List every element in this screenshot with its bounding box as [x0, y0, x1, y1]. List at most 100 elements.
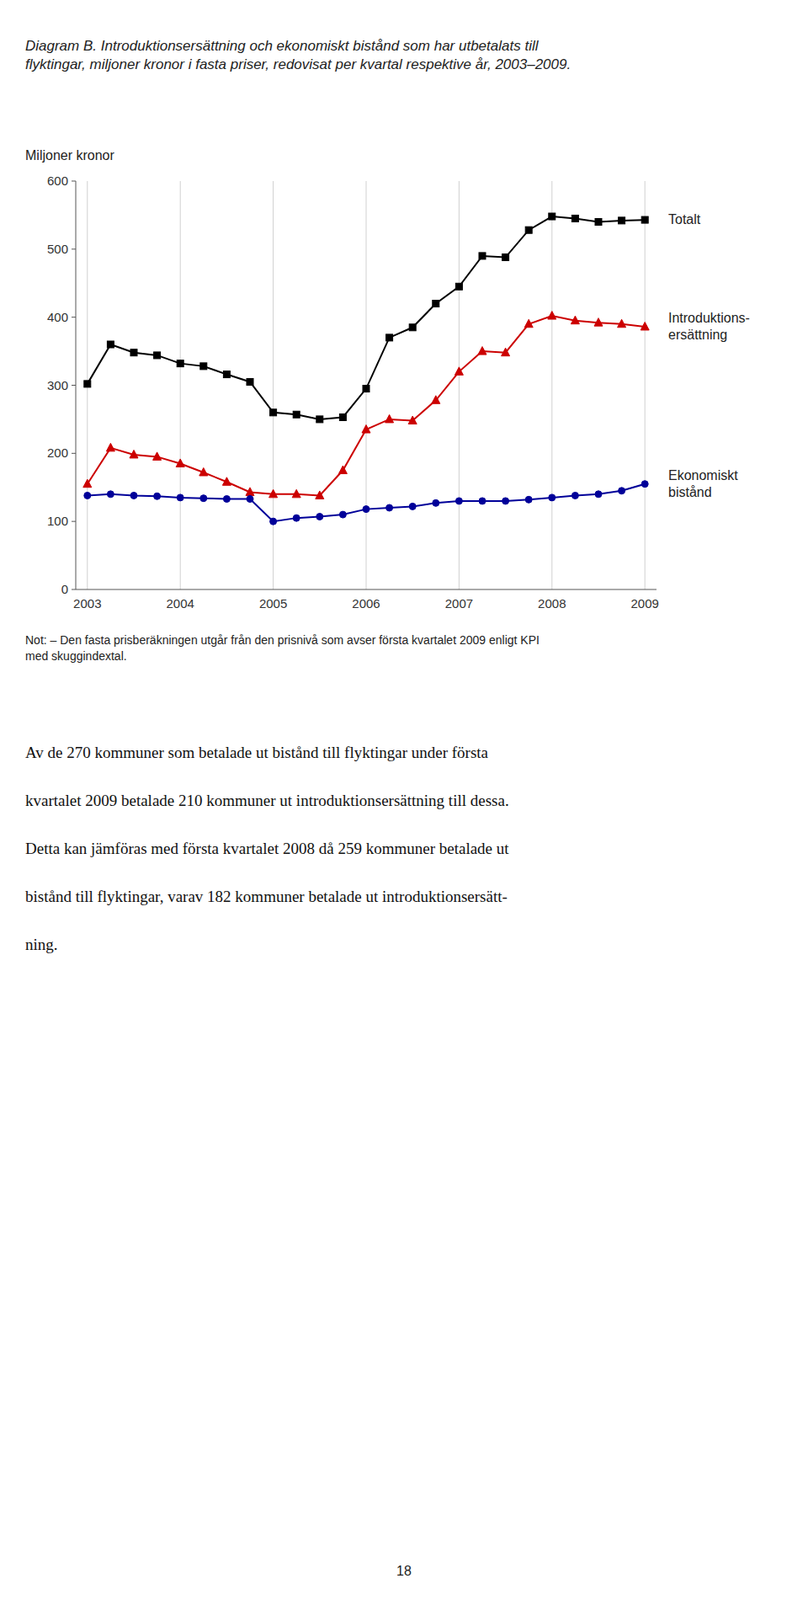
y-axis-line — [75, 180, 77, 590]
title: Diagram B. Introduktionsersättning och e… — [25, 37, 571, 73]
x-tick-label: 2004 — [166, 595, 195, 611]
x-tick-label: 2008 — [537, 595, 566, 611]
series-line — [87, 315, 645, 495]
point-marker — [106, 340, 114, 348]
grid-line-x — [272, 180, 274, 590]
point-marker — [106, 490, 114, 498]
point-marker — [525, 495, 532, 503]
y-tick-label: 300 — [47, 377, 69, 393]
text-line: ersättning — [668, 327, 728, 342]
point-marker — [455, 497, 463, 505]
x-tick-label: 2005 — [259, 595, 288, 611]
point-marker — [270, 409, 277, 416]
text-line: Not: – Den fasta prisberäkningen utgår f… — [25, 632, 540, 647]
page-number: 18 — [396, 1562, 412, 1578]
body-text: kvartalet 2009 betalade 210 kommuner ut … — [25, 791, 510, 809]
point-marker — [223, 494, 230, 502]
text-line: Ekonomiskt — [668, 467, 739, 483]
series-label: Totalt — [668, 212, 702, 227]
point-marker — [431, 395, 441, 404]
point-marker — [547, 311, 557, 320]
y-tick-label: 600 — [47, 173, 69, 188]
point-marker — [478, 497, 486, 505]
x-tick-label: 2007 — [445, 595, 474, 611]
point-marker — [595, 490, 602, 498]
point-marker — [386, 334, 394, 341]
series-label: Ekonomisktbistånd — [668, 467, 739, 500]
point-marker — [130, 349, 138, 357]
y-tick — [71, 384, 76, 386]
body-text: bistånd till flyktingar, varav 182 kommu… — [25, 887, 508, 905]
point-marker — [292, 410, 300, 418]
text-line: Introduktions- — [668, 310, 750, 325]
point-marker — [222, 477, 231, 486]
point-marker — [362, 385, 370, 393]
point-marker — [361, 425, 371, 434]
grid-line-x — [458, 180, 460, 590]
point-marker — [432, 300, 440, 308]
point-marker — [338, 465, 347, 474]
x-tick-label: 2006 — [351, 595, 380, 611]
point-marker — [269, 489, 278, 498]
point-marker — [200, 362, 208, 370]
point-marker — [129, 449, 139, 458]
point-marker — [454, 366, 463, 376]
point-marker — [478, 252, 486, 260]
plot-marks — [83, 212, 649, 525]
point-marker — [176, 360, 184, 367]
point-marker — [501, 347, 511, 357]
point-marker — [270, 517, 277, 525]
point-marker — [153, 451, 162, 461]
text-line: Miljoner kronor — [25, 148, 115, 163]
point-marker — [432, 499, 440, 506]
point-marker — [84, 380, 91, 388]
point-marker — [339, 413, 346, 420]
point-marker — [200, 494, 208, 502]
point-marker — [175, 458, 185, 468]
point-marker — [245, 487, 255, 496]
point-marker — [292, 514, 300, 521]
point-marker — [316, 415, 324, 423]
point-marker — [478, 346, 487, 356]
point-marker — [617, 318, 627, 328]
point-marker — [246, 494, 254, 502]
point-marker — [594, 318, 603, 327]
y-tick — [71, 452, 76, 454]
y-tick — [71, 520, 76, 522]
series-line — [87, 483, 645, 521]
y-tick — [71, 316, 76, 318]
point-marker — [641, 480, 649, 488]
point-marker — [595, 218, 602, 226]
point-marker — [385, 414, 394, 423]
point-marker — [570, 315, 580, 325]
body-text: Av de 270 kommuner som betalade ut bistå… — [25, 743, 490, 761]
point-marker — [408, 415, 417, 425]
y-tick-label: 100 — [47, 513, 69, 528]
point-marker — [618, 487, 626, 495]
point-marker — [455, 282, 463, 290]
text-line: Diagram B. Introduktionsersättning och e… — [25, 37, 540, 54]
point-marker — [409, 324, 416, 331]
grid-line-x — [551, 180, 553, 590]
y-tick — [71, 589, 76, 591]
x-tick-label: 2003 — [73, 595, 101, 611]
point-marker — [571, 214, 579, 222]
point-marker — [130, 491, 138, 499]
point-marker — [362, 505, 370, 513]
point-marker — [316, 513, 324, 521]
text-line: bistånd — [668, 484, 713, 500]
point-marker — [83, 478, 92, 488]
y-tick-label: 400 — [47, 309, 69, 325]
background — [0, 0, 808, 1600]
x-tick-label: 2009 — [631, 595, 660, 611]
axes: 2003200420052006200720082009010020030040… — [47, 173, 660, 611]
point-marker — [502, 497, 510, 505]
page: Diagram B. Introduktionsersättning och e… — [0, 0, 808, 1600]
point-marker — [154, 492, 161, 500]
point-marker — [548, 212, 556, 220]
point-marker — [548, 494, 556, 501]
body-text: ning. — [25, 935, 59, 953]
text-line: Totalt — [668, 212, 702, 227]
point-marker — [571, 491, 579, 499]
point-marker — [154, 351, 161, 359]
